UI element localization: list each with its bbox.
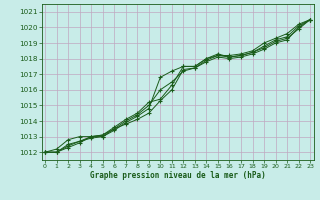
X-axis label: Graphe pression niveau de la mer (hPa): Graphe pression niveau de la mer (hPa) — [90, 171, 266, 180]
